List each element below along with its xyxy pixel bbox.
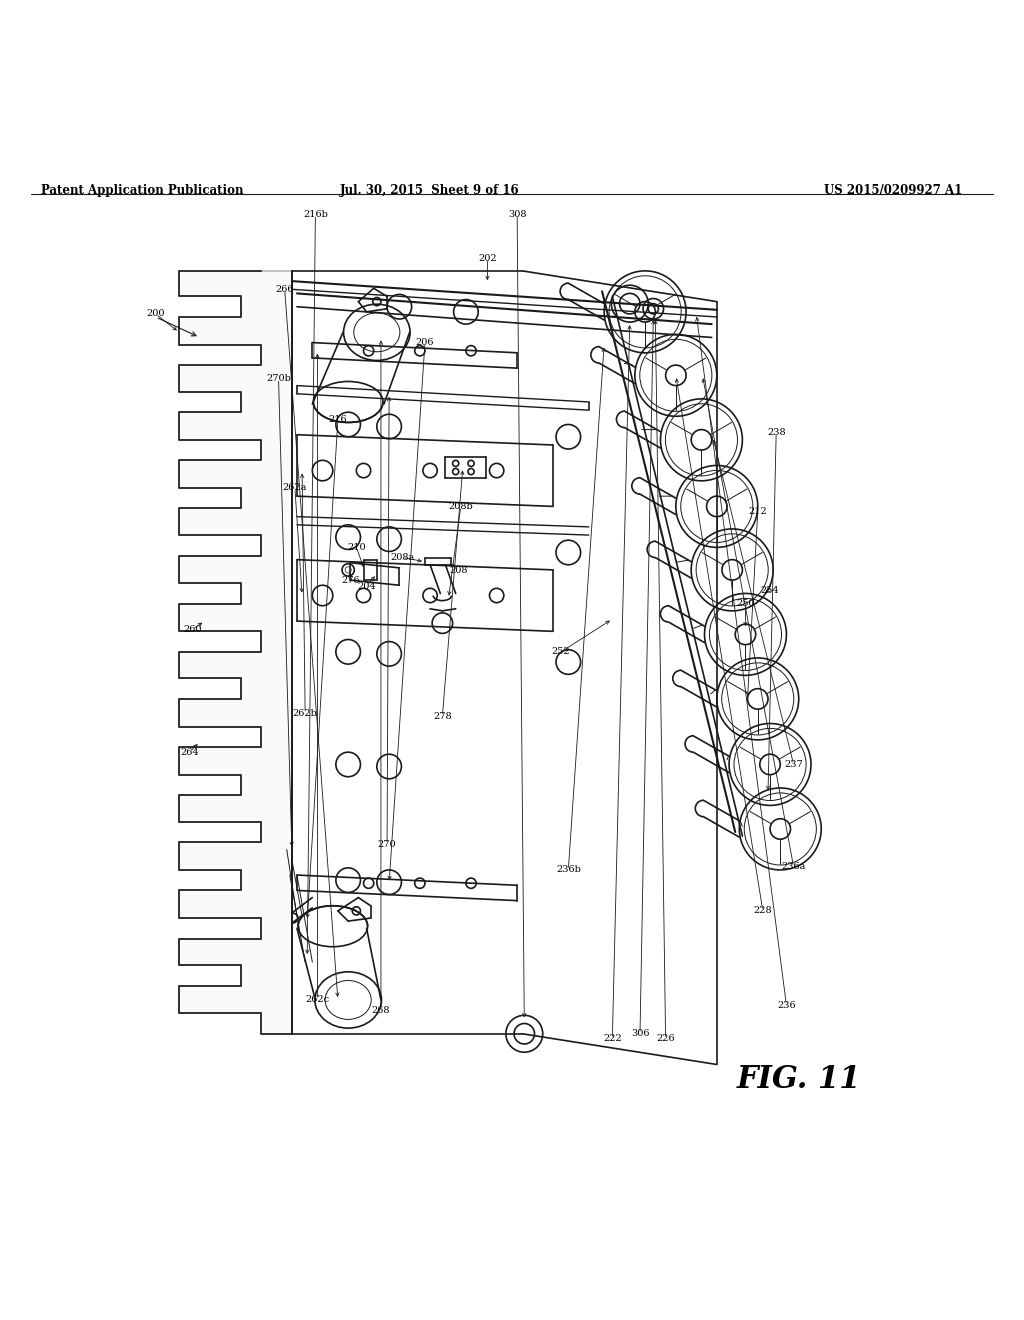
Text: 212: 212 — [749, 507, 767, 516]
Text: 254: 254 — [761, 586, 779, 595]
Text: 238: 238 — [767, 428, 785, 437]
Text: 262c: 262c — [305, 995, 330, 1005]
Text: 236: 236 — [777, 1001, 796, 1010]
Polygon shape — [179, 271, 292, 1034]
Text: 262b: 262b — [293, 709, 317, 718]
Text: 206: 206 — [416, 338, 434, 347]
Text: 270: 270 — [378, 840, 396, 849]
Text: 236a: 236a — [781, 862, 806, 871]
Text: 276: 276 — [341, 576, 359, 585]
Text: 278: 278 — [433, 711, 452, 721]
Text: 237: 237 — [784, 760, 803, 770]
Text: 216b: 216b — [303, 210, 328, 219]
Text: FIG. 11: FIG. 11 — [736, 1064, 861, 1096]
Text: 270b: 270b — [266, 374, 291, 383]
Text: Patent Application Publication: Patent Application Publication — [41, 183, 244, 197]
Text: 204: 204 — [357, 582, 376, 591]
Text: 210: 210 — [347, 543, 366, 552]
Text: 226: 226 — [656, 1035, 675, 1043]
Text: Jul. 30, 2015  Sheet 9 of 16: Jul. 30, 2015 Sheet 9 of 16 — [340, 183, 520, 197]
Text: 208a: 208a — [390, 553, 415, 562]
Text: 208: 208 — [450, 566, 468, 576]
Text: 200: 200 — [146, 309, 165, 318]
Text: 268: 268 — [372, 1006, 390, 1015]
Text: 216: 216 — [329, 414, 347, 424]
Text: 252: 252 — [552, 647, 570, 656]
Text: 266: 266 — [275, 285, 294, 294]
Text: 228: 228 — [754, 907, 772, 915]
Text: 208b: 208b — [449, 502, 473, 511]
Text: 250: 250 — [736, 599, 755, 609]
Text: US 2015/0209927 A1: US 2015/0209927 A1 — [824, 183, 963, 197]
Text: 260: 260 — [183, 624, 202, 634]
Text: 308: 308 — [508, 210, 526, 219]
Text: 306: 306 — [631, 1030, 649, 1039]
Text: 222: 222 — [603, 1035, 622, 1043]
Text: 236b: 236b — [556, 866, 581, 874]
Text: 262a: 262a — [283, 483, 307, 492]
Text: 202: 202 — [478, 253, 497, 263]
Text: 264: 264 — [180, 747, 199, 756]
